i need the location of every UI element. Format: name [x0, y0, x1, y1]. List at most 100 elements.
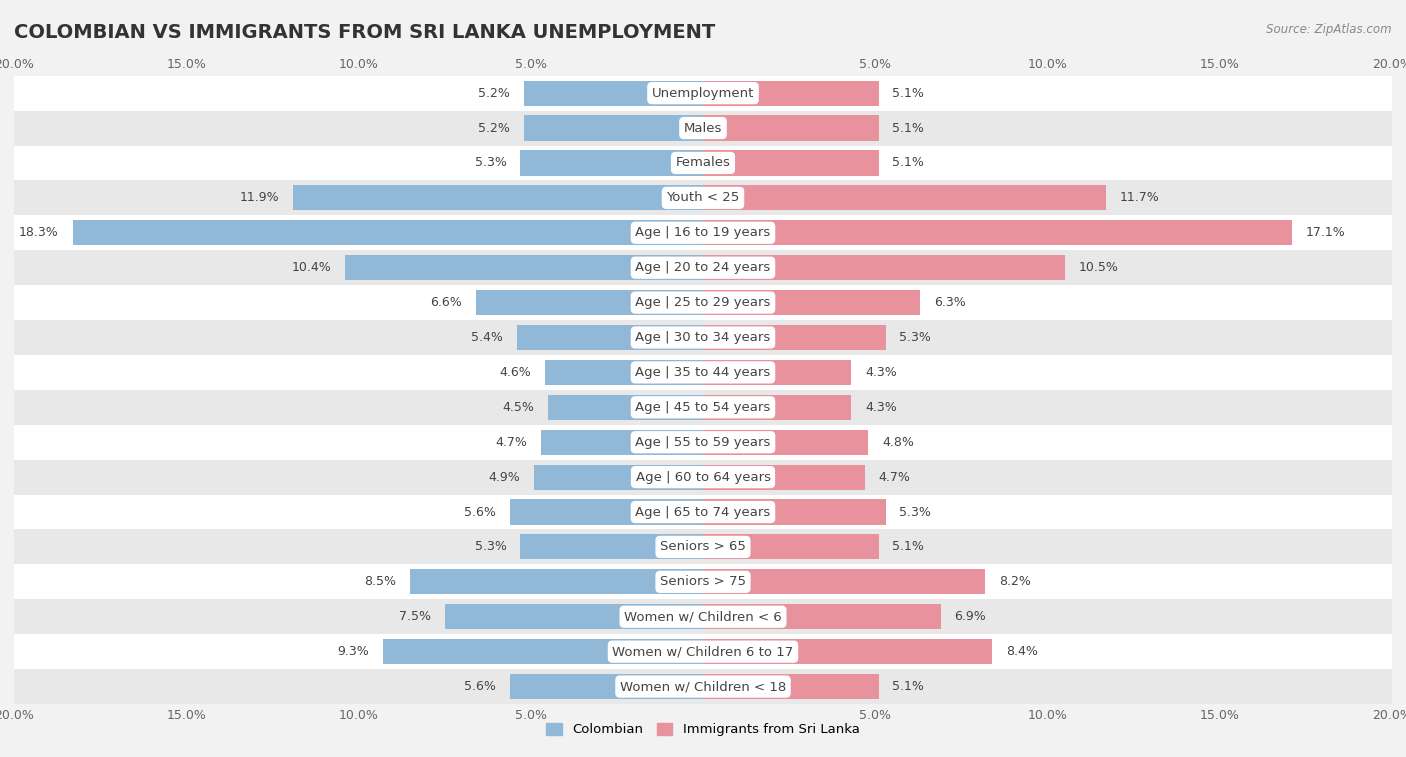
Text: 11.7%: 11.7% — [1119, 192, 1160, 204]
Text: Males: Males — [683, 122, 723, 135]
Bar — [703, 116, 879, 141]
Bar — [14, 76, 1392, 111]
Bar — [14, 634, 1392, 669]
Bar — [703, 430, 869, 455]
Bar — [14, 529, 1392, 565]
Text: 10.4%: 10.4% — [291, 261, 330, 274]
Bar — [703, 151, 879, 176]
Bar — [510, 500, 703, 525]
Bar — [703, 500, 886, 525]
Text: Age | 45 to 54 years: Age | 45 to 54 years — [636, 400, 770, 414]
Text: 5.6%: 5.6% — [464, 506, 496, 519]
Bar — [14, 320, 1392, 355]
Text: 11.9%: 11.9% — [239, 192, 280, 204]
Text: 5.3%: 5.3% — [900, 506, 931, 519]
Bar — [703, 394, 851, 420]
Bar — [292, 185, 703, 210]
Bar — [14, 669, 1392, 704]
Text: 4.6%: 4.6% — [499, 366, 531, 379]
Text: 6.3%: 6.3% — [934, 296, 966, 309]
Bar — [534, 465, 703, 490]
Bar — [703, 80, 879, 106]
Bar — [703, 220, 1292, 245]
Text: Women w/ Children < 18: Women w/ Children < 18 — [620, 680, 786, 693]
Text: 5.1%: 5.1% — [893, 122, 924, 135]
Bar — [14, 565, 1392, 600]
Text: Source: ZipAtlas.com: Source: ZipAtlas.com — [1267, 23, 1392, 36]
Text: 4.3%: 4.3% — [865, 366, 897, 379]
Text: Seniors > 75: Seniors > 75 — [659, 575, 747, 588]
Bar — [524, 80, 703, 106]
Bar — [703, 569, 986, 594]
Bar — [14, 355, 1392, 390]
Bar — [520, 534, 703, 559]
Bar — [14, 494, 1392, 529]
Bar — [703, 360, 851, 385]
Text: 17.1%: 17.1% — [1306, 226, 1346, 239]
Text: 8.2%: 8.2% — [1000, 575, 1031, 588]
Text: Age | 25 to 29 years: Age | 25 to 29 years — [636, 296, 770, 309]
Bar — [14, 390, 1392, 425]
Bar — [544, 360, 703, 385]
Text: COLOMBIAN VS IMMIGRANTS FROM SRI LANKA UNEMPLOYMENT: COLOMBIAN VS IMMIGRANTS FROM SRI LANKA U… — [14, 23, 716, 42]
Text: 5.1%: 5.1% — [893, 540, 924, 553]
Text: 5.6%: 5.6% — [464, 680, 496, 693]
Text: Youth < 25: Youth < 25 — [666, 192, 740, 204]
Bar — [703, 290, 920, 315]
Text: Women w/ Children 6 to 17: Women w/ Children 6 to 17 — [613, 645, 793, 658]
Text: 9.3%: 9.3% — [337, 645, 368, 658]
Bar — [517, 325, 703, 350]
Bar — [510, 674, 703, 699]
Bar — [703, 604, 941, 629]
Bar — [703, 325, 886, 350]
Bar — [73, 220, 703, 245]
Text: 5.2%: 5.2% — [478, 86, 510, 100]
Text: 5.3%: 5.3% — [900, 331, 931, 344]
Text: 4.9%: 4.9% — [489, 471, 520, 484]
Bar — [14, 180, 1392, 215]
Text: 6.6%: 6.6% — [430, 296, 461, 309]
Bar — [344, 255, 703, 280]
Bar — [703, 674, 879, 699]
Text: Females: Females — [675, 157, 731, 170]
Text: Age | 30 to 34 years: Age | 30 to 34 years — [636, 331, 770, 344]
Text: 5.1%: 5.1% — [893, 86, 924, 100]
Text: Age | 35 to 44 years: Age | 35 to 44 years — [636, 366, 770, 379]
Bar — [411, 569, 703, 594]
Bar — [14, 251, 1392, 285]
Bar — [703, 534, 879, 559]
Text: 8.5%: 8.5% — [364, 575, 396, 588]
Bar — [14, 111, 1392, 145]
Bar — [14, 425, 1392, 459]
Text: 5.3%: 5.3% — [475, 540, 506, 553]
Text: Age | 65 to 74 years: Age | 65 to 74 years — [636, 506, 770, 519]
Text: 5.3%: 5.3% — [475, 157, 506, 170]
Bar — [444, 604, 703, 629]
Bar — [382, 639, 703, 664]
Text: 6.9%: 6.9% — [955, 610, 986, 623]
Text: 5.4%: 5.4% — [471, 331, 503, 344]
Bar — [548, 394, 703, 420]
Text: 8.4%: 8.4% — [1007, 645, 1038, 658]
Text: 5.1%: 5.1% — [893, 157, 924, 170]
Text: Age | 20 to 24 years: Age | 20 to 24 years — [636, 261, 770, 274]
Text: Women w/ Children < 6: Women w/ Children < 6 — [624, 610, 782, 623]
Text: 4.8%: 4.8% — [882, 436, 914, 449]
Legend: Colombian, Immigrants from Sri Lanka: Colombian, Immigrants from Sri Lanka — [541, 718, 865, 741]
Bar — [703, 639, 993, 664]
Bar — [703, 255, 1064, 280]
Bar — [14, 145, 1392, 180]
Text: 4.3%: 4.3% — [865, 400, 897, 414]
Text: Unemployment: Unemployment — [652, 86, 754, 100]
Text: 4.7%: 4.7% — [495, 436, 527, 449]
Text: Seniors > 65: Seniors > 65 — [659, 540, 747, 553]
Text: 18.3%: 18.3% — [20, 226, 59, 239]
Bar — [475, 290, 703, 315]
Bar — [520, 151, 703, 176]
Bar — [14, 215, 1392, 251]
Text: 4.5%: 4.5% — [502, 400, 534, 414]
Text: 5.2%: 5.2% — [478, 122, 510, 135]
Text: Age | 16 to 19 years: Age | 16 to 19 years — [636, 226, 770, 239]
Bar — [541, 430, 703, 455]
Text: Age | 55 to 59 years: Age | 55 to 59 years — [636, 436, 770, 449]
